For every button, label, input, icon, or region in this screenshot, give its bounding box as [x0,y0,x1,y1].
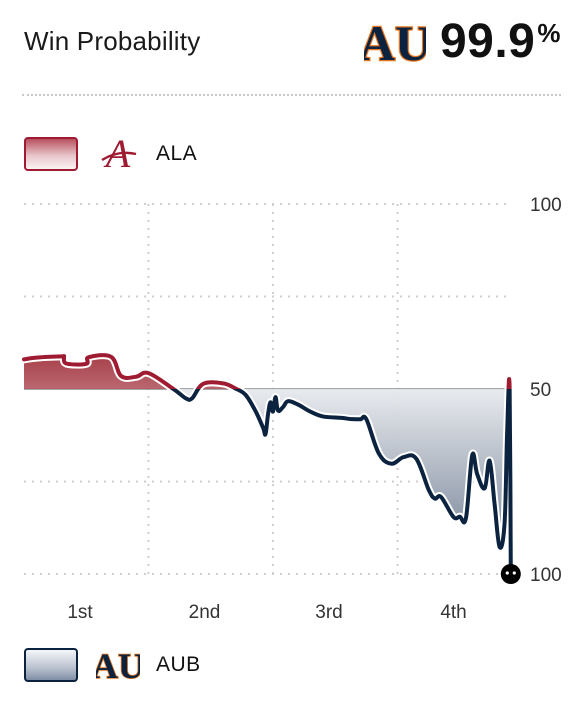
alabama-series-line [22,353,512,389]
winner-percentage: 99.9% [440,14,561,69]
x-label-3rd: 3rd [315,602,342,623]
win-probability-chart: 100 50 100 1st 2nd 3rd 4th [20,195,562,623]
chart-title: Win Probability [24,26,201,56]
alabama-swatch [24,137,78,171]
marker-eye-1 [512,571,516,575]
final-marker-dot [500,564,521,584]
percent-sign: % [537,18,561,48]
y-axis-labels: 100 50 100 [530,195,562,586]
y-label-ala-100: 100 [530,195,562,216]
alabama-label: ALA [156,142,198,165]
svg-text:AU: AU [96,646,140,685]
y-label-aub-100: 100 [530,565,562,586]
x-label-1st: 1st [67,602,93,623]
auburn-small-logo-icon: AU [96,645,140,685]
auburn-swatch [24,648,78,682]
auburn-area [24,389,511,574]
legend-alabama: A ALA [24,134,197,174]
auburn-logo-icon: AU [364,16,426,68]
alabama-logo-icon: A [101,134,137,174]
legend-auburn: AU AUB [24,645,201,685]
winner-probability: AU 99.9% [364,14,561,69]
alabama-area [24,355,511,389]
marker-eye-0 [505,571,509,575]
winner-percentage-value: 99.9 [439,15,536,68]
x-label-2nd: 2nd [189,602,221,623]
svg-text:AU: AU [364,16,426,68]
auburn-series-line [169,389,513,576]
x-label-4th: 4th [440,602,466,623]
final-marker [500,564,521,584]
y-label-50: 50 [530,380,551,401]
auburn-label: AUB [156,653,201,676]
header-divider [22,94,561,96]
x-axis-labels: 1st 2nd 3rd 4th [67,602,466,623]
